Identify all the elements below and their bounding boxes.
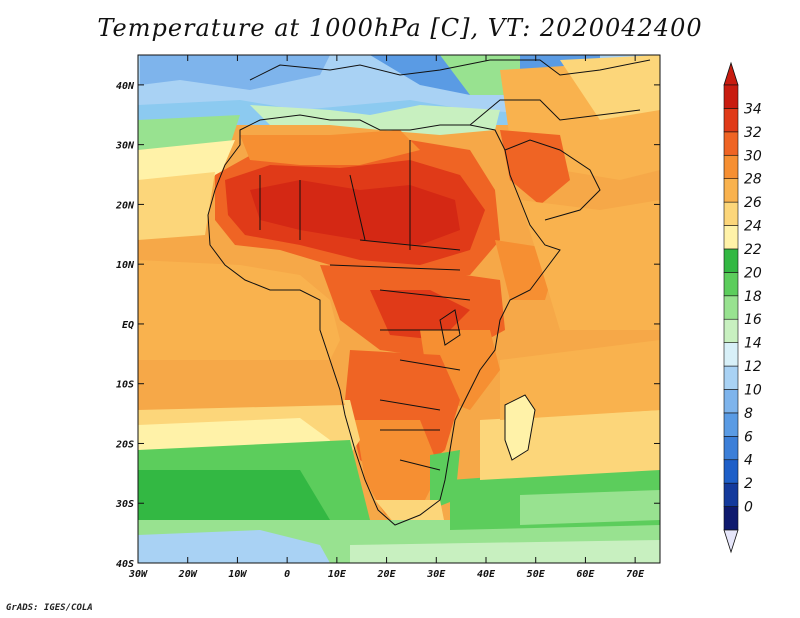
lat-tick-label: 30N [115, 141, 135, 152]
colorbar-tick-label: 16 [744, 312, 762, 328]
lat-tick-label: EQ [122, 320, 134, 331]
lat-tick-label: 40S [116, 559, 134, 570]
colorbar-swatch [723, 436, 739, 461]
colorbar-swatch [723, 506, 739, 531]
colorbar-tick-label: 30 [744, 148, 762, 164]
lat-tick-label: 10N [116, 260, 135, 271]
lat-tick-label: 20S [115, 439, 134, 450]
colorbar-swatch [723, 365, 739, 390]
temperature-field [138, 55, 660, 563]
colorbar-swatch [723, 272, 739, 297]
colorbar-tick-label: 24 [744, 219, 762, 235]
lon-tick-label: 0 [284, 569, 290, 580]
colorbar-upper-arrow [723, 61, 739, 86]
colorbar-swatch [723, 154, 739, 179]
lon-tick-label: 30W [128, 569, 148, 580]
colorbar-lower-arrow [723, 529, 739, 554]
colorbar-tick-label: 34 [744, 101, 762, 117]
colorbar-swatch [723, 389, 739, 414]
colorbar-swatch [723, 459, 739, 484]
lat-tick-label: 30S [115, 499, 134, 510]
colorbar-tick-label: 20 [744, 265, 762, 281]
colorbar-swatch [723, 248, 739, 273]
colorbar-tick-label: 18 [744, 289, 762, 305]
lon-tick-label: 70E [626, 569, 645, 580]
lat-tick-label: 40N [116, 81, 135, 92]
lon-tick-label: 30E [426, 569, 446, 580]
colorbar-tick-label: 28 [744, 172, 762, 188]
colorbar-swatch [723, 201, 739, 226]
colorbar-tick-label: 22 [744, 242, 762, 258]
colorbar-swatch [723, 295, 739, 320]
colorbar-swatch [723, 412, 739, 437]
longitude-axis: 30W 20W 10W 0 10E 20E 30E 40E 50E 60E 70E [128, 55, 645, 580]
colorbar-tick-label: 2 [744, 476, 753, 492]
coastlines-and-borders [207, 59, 651, 526]
colorbar-swatch [723, 131, 739, 156]
lon-tick-label: 10E [328, 569, 347, 580]
map-frame [137, 54, 661, 564]
latitude-axis: 40N 30N 20N 10N EQ 10S 20S 30S 40S [115, 81, 660, 570]
colorbar-swatch [723, 342, 739, 367]
lon-tick-label: 60E [576, 569, 595, 580]
colorbar-swatch [723, 482, 739, 507]
lon-tick-label: 20W [178, 569, 198, 580]
colorbar-swatch [723, 318, 739, 343]
map-title: Temperature at 1000hPa [C], VT: 20200424… [97, 14, 703, 42]
colorbar-tick-label: 12 [744, 359, 762, 375]
lon-tick-label: 40E [477, 569, 496, 580]
lat-tick-label: 10S [116, 380, 134, 391]
colorbar-tick-label: 0 [744, 500, 753, 516]
colorbar-tick-label: 26 [744, 195, 762, 211]
lon-tick-label: 10W [228, 569, 247, 580]
lon-tick-label: 20E [377, 569, 397, 580]
colorbar-swatch [723, 225, 739, 250]
colorbar-tick-label: 14 [744, 336, 762, 352]
colorbar-swatch [723, 84, 739, 109]
lon-tick-label: 50E [527, 569, 546, 580]
colorbar-tick-label: 10 [744, 382, 762, 398]
grads-credit: GrADS: IGES/COLA [6, 603, 93, 613]
lat-tick-label: 20N [115, 200, 135, 211]
colorbar-tick-label: 4 [744, 453, 753, 469]
colorbar-tick-label: 8 [744, 406, 753, 422]
colorbar-tick-label: 32 [744, 125, 762, 141]
colorbar-tick-label: 6 [744, 429, 753, 445]
colorbar-swatch [723, 178, 739, 203]
colorbar-swatch [723, 108, 739, 133]
